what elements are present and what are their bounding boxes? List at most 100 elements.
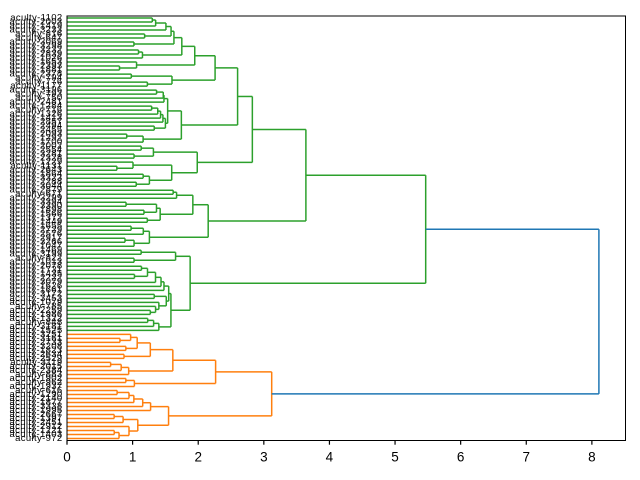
svg-text:aculty-1902: aculty-1902 <box>10 373 63 384</box>
svg-text:aculty-1013: aculty-1013 <box>10 257 63 268</box>
svg-text:aculty-3079: aculty-3079 <box>10 277 63 288</box>
svg-text:aculty-3390: aculty-3390 <box>10 201 63 212</box>
svg-text:7: 7 <box>523 450 531 465</box>
svg-text:aculty-2015: aculty-2015 <box>10 361 63 372</box>
svg-text:aculty-1469: aculty-1469 <box>10 245 63 256</box>
svg-text:aculty-2667: aculty-2667 <box>10 409 63 420</box>
svg-text:aculty-2078: aculty-2078 <box>10 261 63 272</box>
svg-text:aculty-785: aculty-785 <box>15 301 62 312</box>
svg-text:aculty-2378: aculty-2378 <box>10 68 63 79</box>
svg-text:aculty-2481: aculty-2481 <box>10 97 63 108</box>
svg-text:aculty-1898: aculty-1898 <box>10 205 63 216</box>
svg-text:aculty-816: aculty-816 <box>15 28 62 39</box>
svg-text:aculty-1626: aculty-1626 <box>10 281 63 292</box>
svg-text:4: 4 <box>326 450 334 465</box>
svg-text:aculty-1653: aculty-1653 <box>10 56 63 67</box>
svg-text:aculty-2494: aculty-2494 <box>10 121 63 132</box>
svg-text:aculty-2634: aculty-2634 <box>10 349 63 360</box>
svg-text:aculty-794: aculty-794 <box>15 72 62 83</box>
svg-text:aculty-2393: aculty-2393 <box>10 60 63 71</box>
svg-text:aculty-1326: aculty-1326 <box>10 109 63 120</box>
svg-text:aculty-716: aculty-716 <box>15 105 62 116</box>
svg-text:8: 8 <box>588 450 596 465</box>
svg-text:aculty-2529: aculty-2529 <box>10 353 63 364</box>
svg-text:aculty-2733: aculty-2733 <box>10 337 63 348</box>
svg-text:aculty-1731: aculty-1731 <box>10 265 63 276</box>
svg-text:aculty-2288: aculty-2288 <box>10 177 63 188</box>
svg-text:1: 1 <box>129 450 137 465</box>
svg-text:0: 0 <box>63 450 71 465</box>
svg-text:aculty-1026: aculty-1026 <box>10 52 63 63</box>
svg-text:aculty-671: aculty-671 <box>15 189 62 200</box>
svg-text:aculty-1177: aculty-1177 <box>10 80 62 91</box>
svg-text:aculty-2729: aculty-2729 <box>10 225 63 236</box>
svg-text:aculty-1322: aculty-1322 <box>10 313 63 324</box>
svg-text:aculty-2140: aculty-2140 <box>10 393 63 404</box>
svg-text:aculty-2554: aculty-2554 <box>10 145 63 156</box>
svg-text:aculty-776: aculty-776 <box>15 76 62 87</box>
svg-text:6: 6 <box>457 450 465 465</box>
svg-text:aculty-1937: aculty-1937 <box>10 381 63 392</box>
svg-text:aculty-2002: aculty-2002 <box>10 141 63 152</box>
svg-text:aculty-3196: aculty-3196 <box>10 84 63 95</box>
svg-text:aculty-3161: aculty-3161 <box>10 333 63 344</box>
svg-text:aculty-2912: aculty-2912 <box>10 421 63 432</box>
svg-text:aculty-1566: aculty-1566 <box>10 209 63 220</box>
svg-text:aculty-2839: aculty-2839 <box>10 48 63 59</box>
svg-text:aculty-1284: aculty-1284 <box>10 101 63 112</box>
svg-text:aculty-1995: aculty-1995 <box>10 405 63 416</box>
svg-text:aculty-2857: aculty-2857 <box>10 117 63 128</box>
svg-text:aculty-3453: aculty-3453 <box>10 293 63 304</box>
svg-text:aculty-2384: aculty-2384 <box>10 365 63 376</box>
svg-text:aculty-1413: aculty-1413 <box>10 113 63 124</box>
svg-text:aculty-1229: aculty-1229 <box>10 157 63 168</box>
svg-text:aculty-3266: aculty-3266 <box>10 237 63 248</box>
svg-text:aculty-2259: aculty-2259 <box>10 305 63 316</box>
svg-text:aculty-3208: aculty-3208 <box>10 341 63 352</box>
svg-text:aculty-2222: aculty-2222 <box>10 273 63 284</box>
svg-text:aculty-3119: aculty-3119 <box>10 357 62 368</box>
svg-text:aculty-2451: aculty-2451 <box>10 417 63 428</box>
svg-text:aculty-2455: aculty-2455 <box>10 125 63 136</box>
svg-text:aculty-3172: aculty-3172 <box>10 289 63 300</box>
svg-text:aculty-1864: aculty-1864 <box>10 169 63 180</box>
svg-text:aculty-3299: aculty-3299 <box>10 193 63 204</box>
svg-text:aculty-3181: aculty-3181 <box>10 321 63 332</box>
svg-text:aculty-848: aculty-848 <box>15 317 62 328</box>
svg-text:aculty-3281: aculty-3281 <box>10 149 63 160</box>
svg-text:aculty-972: aculty-972 <box>15 433 62 444</box>
svg-text:aculty-793: aculty-793 <box>15 89 62 100</box>
svg-text:aculty-1419: aculty-1419 <box>10 20 63 31</box>
svg-text:aculty-2576: aculty-2576 <box>10 229 63 240</box>
svg-text:aculty-883: aculty-883 <box>15 369 62 380</box>
svg-text:aculty-1986: aculty-1986 <box>10 309 63 320</box>
svg-text:aculty-616: aculty-616 <box>15 385 62 396</box>
svg-text:aculty-3069: aculty-3069 <box>10 36 63 47</box>
svg-text:aculty-3298: aculty-3298 <box>10 40 63 51</box>
svg-text:aculty-3233: aculty-3233 <box>10 24 63 35</box>
svg-text:aculty-1292: aculty-1292 <box>10 133 63 144</box>
svg-text:aculty-1449: aculty-1449 <box>10 217 63 228</box>
svg-text:aculty-3232: aculty-3232 <box>10 44 63 55</box>
svg-text:aculty-1397: aculty-1397 <box>10 413 63 424</box>
svg-text:aculty-3394: aculty-3394 <box>10 197 63 208</box>
svg-text:aculty-750: aculty-750 <box>15 93 62 104</box>
svg-text:aculty-3199: aculty-3199 <box>10 249 63 260</box>
svg-text:aculty-1877: aculty-1877 <box>10 397 63 408</box>
svg-text:aculty-1372: aculty-1372 <box>10 213 63 224</box>
svg-text:aculty-2917: aculty-2917 <box>10 233 63 244</box>
svg-text:5: 5 <box>391 450 399 465</box>
svg-text:aculty-1435: aculty-1435 <box>10 269 63 280</box>
svg-text:aculty-2003: aculty-2003 <box>10 16 63 27</box>
svg-text:aculty-3323: aculty-3323 <box>10 173 63 184</box>
svg-text:aculty-2643: aculty-2643 <box>10 165 63 176</box>
svg-text:aculty-1700: aculty-1700 <box>10 137 63 148</box>
svg-text:aculty-1655: aculty-1655 <box>10 221 63 232</box>
svg-text:aculty-2879: aculty-2879 <box>10 185 63 196</box>
svg-text:aculty-1221: aculty-1221 <box>10 425 63 436</box>
svg-text:aculty-3338: aculty-3338 <box>10 401 63 412</box>
svg-text:2: 2 <box>194 450 202 465</box>
svg-text:aculty-2328: aculty-2328 <box>10 153 63 164</box>
svg-text:aculty-962: aculty-962 <box>15 377 62 388</box>
svg-text:aculty-2093: aculty-2093 <box>10 129 63 140</box>
